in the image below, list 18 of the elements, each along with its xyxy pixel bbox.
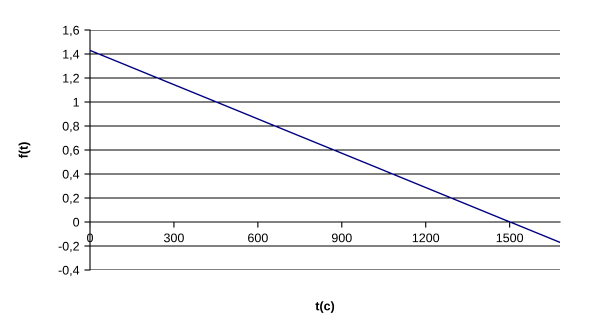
x-tick-label: 1500: [496, 233, 524, 242]
x-tick-label: 300: [164, 233, 184, 242]
y-tick-label: 0: [73, 218, 80, 227]
y-tick-label: 1,2: [63, 74, 79, 84]
y-tick-label: -0,4: [58, 266, 80, 276]
y-tick-label: 0,6: [62, 146, 80, 156]
y-tick-label: 0,4: [62, 170, 80, 180]
y-axis-title: f(t): [18, 142, 30, 158]
x-tick-label: 1200: [412, 233, 440, 242]
y-tick-label: 0,8: [62, 122, 80, 132]
y-tick-label: 0,2: [62, 194, 79, 204]
y-tick-label: 1: [74, 98, 79, 107]
x-axis-title: t(c): [315, 301, 334, 313]
y-tick-label: 1,6: [63, 26, 80, 36]
y-tick-label: 1,4: [63, 50, 80, 60]
y-tick-label: -0,2: [58, 242, 79, 252]
x-tick-label: 900: [332, 233, 352, 242]
x-tick-label: 600: [248, 233, 268, 242]
